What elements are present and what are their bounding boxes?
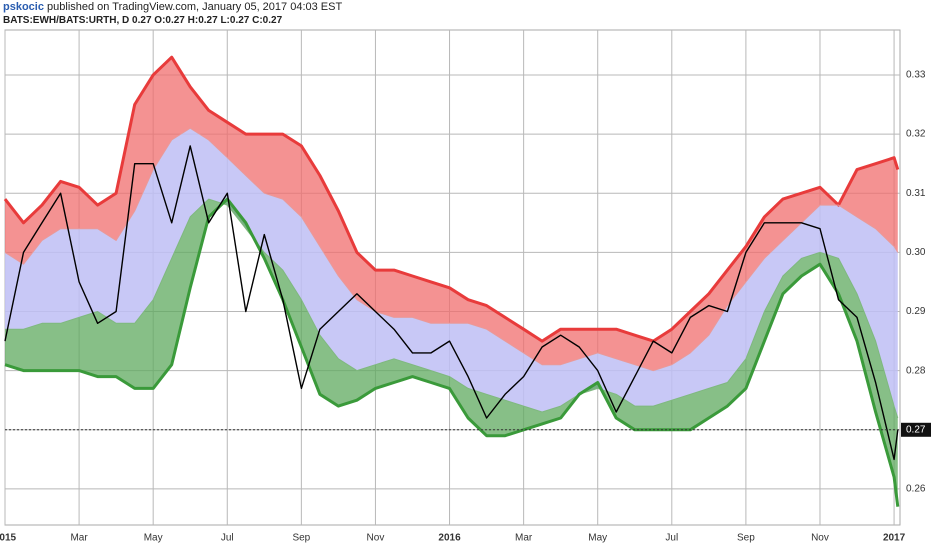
series-line bbox=[3, 55, 900, 343]
x-tick-label: Nov bbox=[367, 533, 385, 544]
published: published on TradingView.com, January 05… bbox=[47, 1, 343, 13]
x-tick-label: May bbox=[588, 533, 607, 544]
band-fill bbox=[5, 57, 898, 371]
publish-line: pskocic published on TradingView.com, Ja… bbox=[3, 1, 342, 14]
y-tick-label: 0.28 bbox=[906, 365, 926, 376]
symbol-line: BATS:EWH/BATS:URTH, D 0.27 O:0.27 H:0.27… bbox=[3, 15, 283, 26]
series-line bbox=[4, 197, 900, 507]
x-tick-label: Nov bbox=[811, 533, 829, 544]
y-tick-label: 0.30 bbox=[906, 247, 926, 258]
price-tag-box bbox=[901, 422, 931, 437]
x-tick-label: 2015 bbox=[0, 533, 17, 544]
header: pskocic published on TradingView.com, Ja… bbox=[3, 1, 342, 27]
x-tick-label: Sep bbox=[737, 533, 755, 544]
series-line bbox=[5, 198, 899, 419]
series-line bbox=[4, 127, 899, 372]
series-line bbox=[4, 145, 899, 461]
y-tick-label: 0.31 bbox=[906, 188, 926, 199]
x-tick-label: Sep bbox=[292, 533, 310, 544]
x-tick-label: May bbox=[144, 533, 163, 544]
x-tick-label: Mar bbox=[70, 533, 88, 544]
author: pskocic bbox=[3, 1, 44, 13]
x-tick-label: 2016 bbox=[438, 533, 461, 544]
y-tick-label: 0.29 bbox=[906, 306, 926, 317]
x-tick-label: Jul bbox=[665, 533, 678, 544]
y-tick-label: 0.33 bbox=[906, 70, 926, 81]
price-tag: 0.27 bbox=[906, 424, 926, 435]
x-tick-label: 2017 bbox=[883, 533, 906, 544]
x-tick-label: Jul bbox=[221, 533, 234, 544]
x-tick-label: Mar bbox=[515, 533, 533, 544]
y-tick-label: 0.32 bbox=[906, 129, 926, 140]
y-tick-label: 0.26 bbox=[906, 484, 926, 495]
